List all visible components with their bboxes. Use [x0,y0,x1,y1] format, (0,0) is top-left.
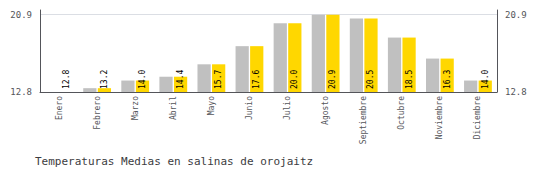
svg-text:Junio: Junio [245,96,254,120]
svg-text:Abril: Abril [169,96,178,120]
svg-text:Agosto: Agosto [321,96,330,125]
svg-text:17.6: 17.6 [252,70,261,89]
svg-text:20.9: 20.9 [328,70,337,89]
svg-text:20.0: 20.0 [290,70,299,89]
svg-text:20.9: 20.9 [10,10,32,20]
svg-text:Diciembre: Diciembre [473,96,482,140]
svg-text:15.7: 15.7 [214,70,223,89]
svg-text:14.4: 14.4 [176,70,185,89]
svg-text:16.3: 16.3 [443,70,452,89]
svg-text:12.8: 12.8 [62,70,71,89]
svg-text:Marzo: Marzo [131,96,140,120]
svg-text:Octubre: Octubre [397,96,406,130]
svg-text:Septiembre: Septiembre [359,96,368,144]
svg-text:Mayo: Mayo [207,96,216,115]
svg-text:Julio: Julio [283,96,292,120]
svg-text:20.5: 20.5 [366,70,375,89]
svg-text:14.0: 14.0 [138,70,147,89]
svg-text:Febrero: Febrero [93,96,102,130]
svg-text:Enero: Enero [55,96,64,120]
svg-text:Noviembre: Noviembre [435,96,444,140]
svg-text:12.8: 12.8 [10,87,32,97]
svg-text:14.0: 14.0 [481,70,490,89]
svg-text:13.2: 13.2 [100,70,109,89]
svg-text:20.9: 20.9 [505,10,527,20]
svg-text:18.5: 18.5 [405,70,414,89]
svg-text:Temperaturas Medias en salinas: Temperaturas Medias en salinas de orojai… [35,155,313,168]
svg-text:12.8: 12.8 [505,87,527,97]
